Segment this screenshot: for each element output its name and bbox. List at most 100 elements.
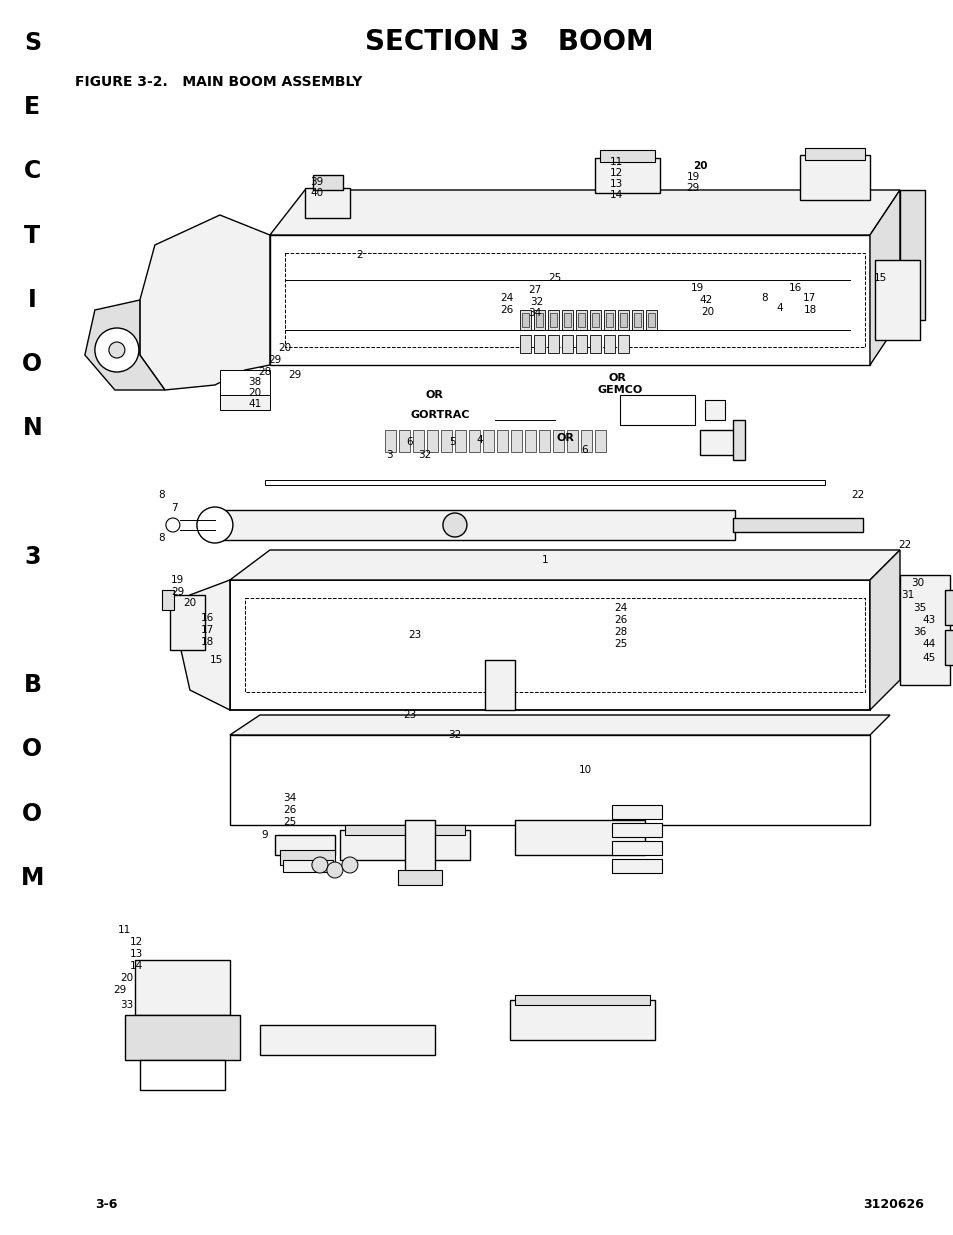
Text: 5: 5 — [449, 437, 456, 447]
Bar — [618, 310, 628, 330]
Text: 34: 34 — [283, 793, 296, 803]
Bar — [611, 805, 661, 819]
Text: 43: 43 — [922, 615, 935, 625]
Text: OR: OR — [607, 373, 625, 383]
Bar — [162, 590, 173, 610]
Bar — [279, 850, 335, 864]
Text: B: B — [24, 673, 41, 697]
Text: 18: 18 — [201, 637, 214, 647]
Bar — [397, 869, 441, 885]
Text: O: O — [22, 802, 43, 825]
Text: 20: 20 — [278, 343, 292, 353]
Bar — [125, 1015, 239, 1060]
Bar — [524, 430, 536, 452]
Bar — [563, 312, 570, 327]
Bar — [800, 156, 869, 200]
Text: 26: 26 — [499, 305, 513, 315]
Bar — [521, 312, 528, 327]
Bar — [605, 312, 613, 327]
Bar — [732, 420, 744, 459]
Text: 6: 6 — [406, 437, 413, 447]
Bar — [484, 659, 515, 710]
Text: 19: 19 — [172, 576, 184, 585]
Text: 14: 14 — [609, 190, 622, 200]
Text: OR: OR — [556, 433, 574, 443]
Text: 6: 6 — [581, 445, 588, 454]
Circle shape — [442, 513, 466, 537]
Bar — [140, 1060, 225, 1091]
Bar — [219, 370, 270, 395]
Text: 29: 29 — [685, 183, 699, 193]
Text: 30: 30 — [910, 578, 923, 588]
Text: I: I — [28, 288, 37, 311]
Bar — [305, 188, 350, 219]
Bar — [576, 335, 586, 353]
Text: E: E — [25, 95, 40, 119]
Text: 20: 20 — [120, 973, 133, 983]
Text: O: O — [22, 352, 43, 375]
Text: 41: 41 — [248, 399, 261, 409]
Text: 32: 32 — [448, 730, 461, 740]
Bar — [230, 735, 869, 825]
Text: 12: 12 — [131, 937, 143, 947]
Text: 17: 17 — [801, 293, 815, 303]
Text: 19: 19 — [690, 283, 703, 293]
Bar — [170, 595, 205, 650]
Text: 32: 32 — [530, 296, 543, 308]
Bar — [413, 430, 423, 452]
Bar — [645, 310, 657, 330]
Bar — [549, 312, 557, 327]
Bar — [595, 430, 605, 452]
Circle shape — [109, 342, 125, 358]
Text: 26: 26 — [283, 805, 296, 815]
Bar — [455, 430, 465, 452]
Text: S: S — [24, 31, 41, 54]
Bar — [566, 430, 578, 452]
Bar — [595, 158, 659, 193]
Bar — [589, 335, 600, 353]
Text: 16: 16 — [787, 283, 801, 293]
Text: GEMCO: GEMCO — [597, 385, 642, 395]
Text: 25: 25 — [614, 638, 627, 650]
Text: 4: 4 — [776, 303, 782, 312]
Circle shape — [196, 508, 233, 543]
Text: 9: 9 — [261, 830, 268, 840]
Bar — [440, 430, 452, 452]
Bar — [700, 430, 734, 454]
Text: 8: 8 — [158, 490, 165, 500]
Bar — [384, 430, 395, 452]
Text: 29: 29 — [113, 986, 127, 995]
Bar — [538, 430, 549, 452]
Polygon shape — [270, 190, 899, 235]
Text: 29: 29 — [172, 587, 184, 597]
Text: 31: 31 — [901, 590, 914, 600]
Bar — [547, 310, 558, 330]
Text: OR: OR — [426, 390, 443, 400]
Bar — [647, 312, 655, 327]
Bar — [611, 823, 661, 837]
Bar — [804, 148, 864, 161]
Text: 27: 27 — [528, 285, 541, 295]
Bar — [534, 310, 544, 330]
Bar — [578, 312, 584, 327]
Bar — [899, 576, 949, 685]
Text: 29: 29 — [288, 370, 301, 380]
Text: 45: 45 — [922, 653, 935, 663]
Text: 15: 15 — [210, 655, 223, 664]
Text: 28: 28 — [258, 367, 272, 377]
Text: 24: 24 — [499, 293, 513, 303]
Polygon shape — [85, 300, 165, 390]
Text: N: N — [23, 416, 42, 440]
Circle shape — [341, 857, 357, 873]
Polygon shape — [180, 580, 230, 710]
Bar — [270, 235, 869, 366]
Bar — [631, 310, 642, 330]
Text: 22: 22 — [850, 490, 863, 500]
Polygon shape — [230, 715, 889, 735]
Text: C: C — [24, 159, 41, 183]
Text: 20: 20 — [183, 598, 196, 608]
Bar — [899, 190, 924, 320]
Text: 42: 42 — [699, 295, 712, 305]
Text: 35: 35 — [912, 603, 925, 613]
Text: 8: 8 — [158, 534, 165, 543]
